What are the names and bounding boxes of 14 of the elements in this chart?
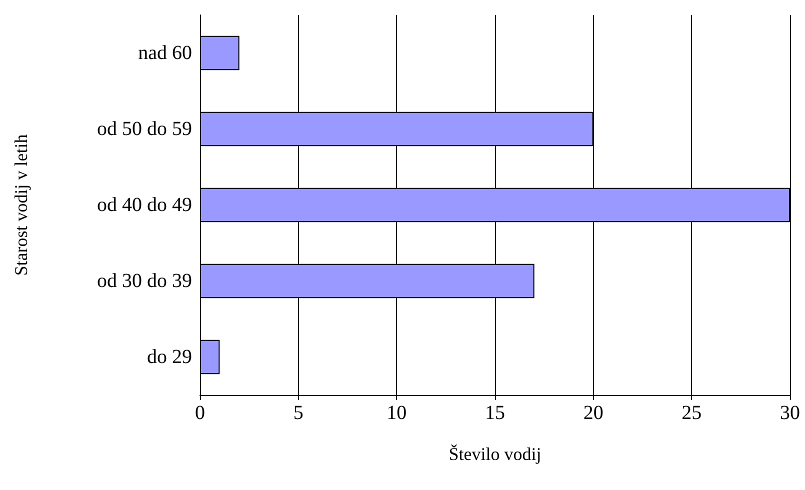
y-axis-title: Starost vodij v letih (11, 134, 31, 276)
x-tick-label: 20 (583, 402, 604, 424)
x-tick-label: 10 (386, 402, 407, 424)
y-tick-label: od 50 do 59 (97, 118, 192, 140)
y-tick-label: od 30 do 39 (97, 270, 192, 292)
x-tick-label: 25 (682, 402, 702, 424)
x-axis-title: Število vodij (448, 444, 542, 464)
y-tick-label: od 40 do 49 (97, 194, 192, 216)
x-tick-label: 0 (195, 402, 205, 424)
x-tick-label: 5 (293, 402, 304, 424)
x-tick-label: 30 (780, 402, 800, 424)
x-tick-label: 15 (485, 402, 505, 424)
y-tick-label: do 29 (147, 346, 192, 368)
y-tick-label: nad 60 (138, 42, 192, 64)
